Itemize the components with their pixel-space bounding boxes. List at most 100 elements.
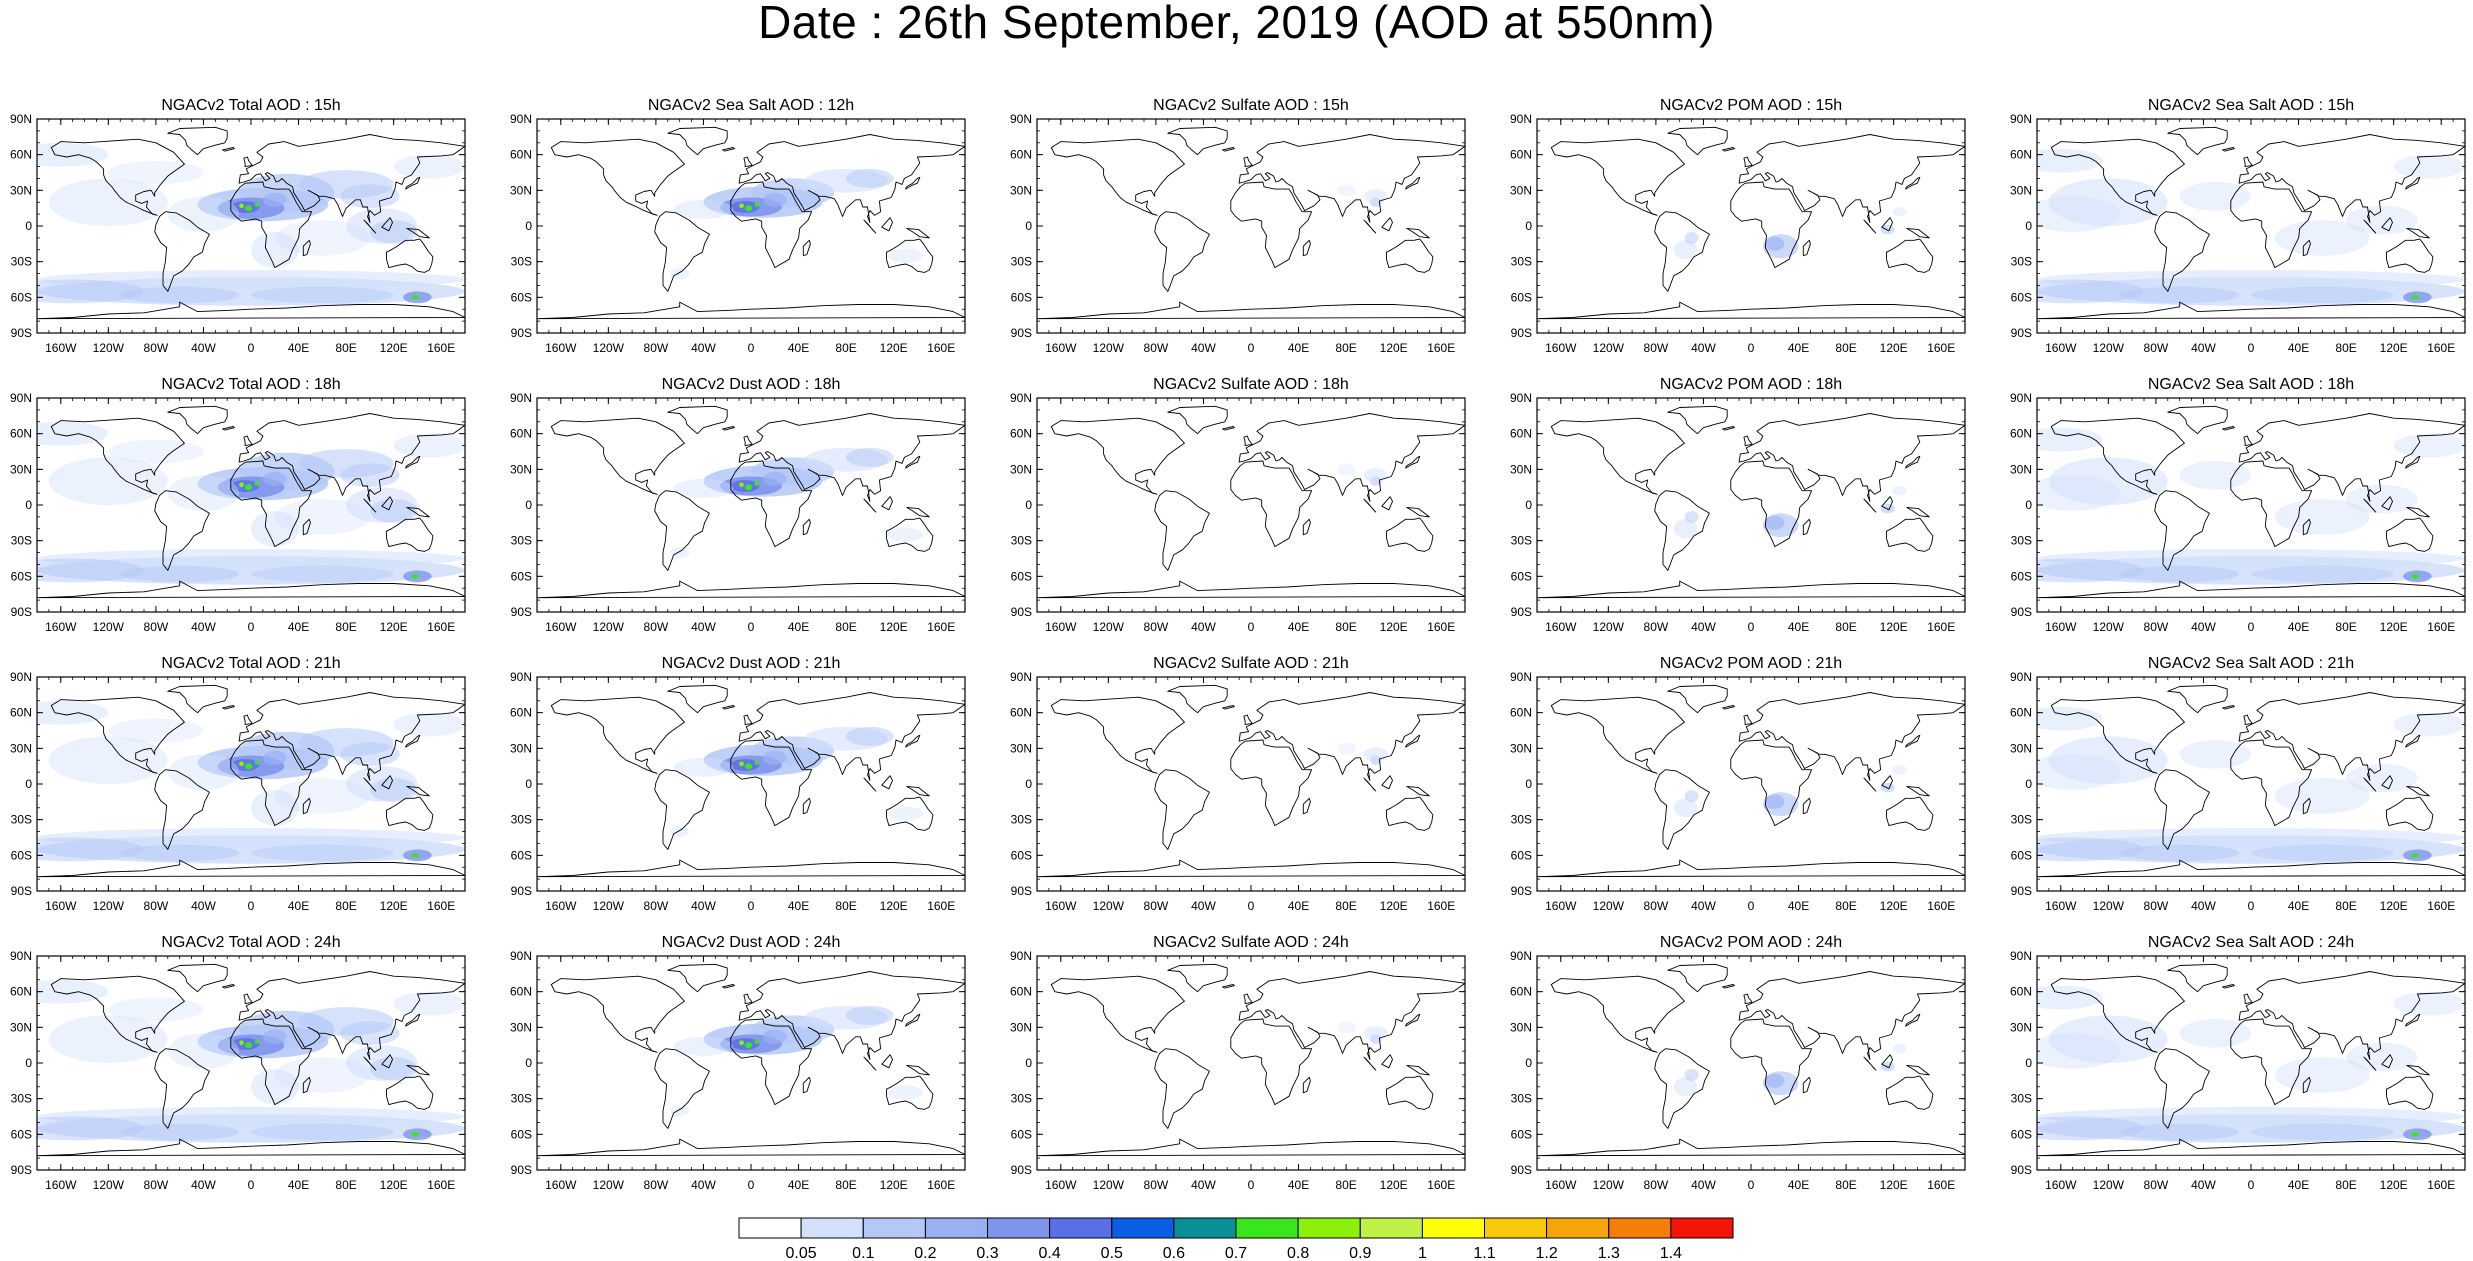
coastline <box>1667 684 1728 714</box>
aod-plume <box>245 205 253 212</box>
coastline <box>1906 506 1930 518</box>
lon-tick-label: 120E <box>380 899 408 913</box>
lon-tick-label: 160E <box>2427 1178 2455 1192</box>
lat-tick-label: 0 <box>525 219 532 233</box>
lon-tick-label: 120W <box>2093 620 2125 634</box>
coastline <box>1654 211 1710 292</box>
lat-tick-label: 0 <box>25 219 32 233</box>
lat-tick-label: 60S <box>11 290 32 304</box>
coastline <box>1863 777 1877 792</box>
lat-tick-label: 90S <box>1511 605 1532 619</box>
aod-plume <box>262 192 287 207</box>
lat-tick-label: 60S <box>11 1127 32 1141</box>
coastline <box>906 1064 930 1076</box>
aod-plume <box>2393 991 2465 1016</box>
lon-tick-label: 120W <box>2093 1178 2125 1192</box>
colorbar-swatch <box>1235 1217 1299 1239</box>
coastline <box>50 975 185 1053</box>
aod-plume <box>239 1040 244 1046</box>
lat-tick-label: 30N <box>10 741 32 755</box>
aod-plume <box>2048 457 2168 505</box>
lat-tick-label: 60S <box>1011 848 1032 862</box>
lon-tick-label: 40W <box>1191 899 1216 913</box>
coastline <box>730 460 813 548</box>
lat-tick-label: 60N <box>2010 985 2032 999</box>
aod-plume <box>48 736 168 784</box>
aod-plume <box>37 837 144 862</box>
coastline <box>243 714 253 726</box>
lon-tick-label: 80W <box>144 341 169 355</box>
coastline <box>722 426 735 431</box>
lon-tick-label: 40E <box>288 620 309 634</box>
aod-plume <box>670 1104 690 1117</box>
coastline <box>1238 413 1465 502</box>
lat-tick-label: 60N <box>2010 427 2032 441</box>
lat-tick-label: 30S <box>2011 255 2032 269</box>
lat-tick-label: 60S <box>2011 569 2032 583</box>
aod-plume <box>1880 224 1895 235</box>
coastline <box>406 1064 430 1076</box>
coastline <box>667 405 728 435</box>
lat-tick-label: 90N <box>10 949 32 963</box>
map-panel: NGACv2 Sea Salt AOD : 12h 160W 120W 80W 40W 0… <box>510 97 966 355</box>
lat-tick-label: 30N <box>1010 1020 1032 1034</box>
lon-tick-label: 80W <box>2144 620 2169 634</box>
lat-tick-label: 0 <box>25 1056 32 1070</box>
aod-plume <box>1363 1026 1388 1041</box>
lat-tick-label: 60N <box>1510 427 1532 441</box>
aod-plume <box>37 270 465 289</box>
aod-plume <box>1765 236 1785 251</box>
aod-plume <box>670 546 690 559</box>
aod-plume <box>254 481 260 486</box>
coastline <box>50 138 185 216</box>
lat-tick-label: 60S <box>511 848 532 862</box>
aod-plume <box>2274 220 2370 256</box>
coastline <box>1886 238 1934 273</box>
coastline <box>243 993 253 1005</box>
lon-tick-label: 160W <box>1545 341 1577 355</box>
coastline <box>1363 1056 1377 1071</box>
aod-plume <box>2411 294 2419 300</box>
panel-title: NGACv2 Sulfate AOD : 24h <box>1153 934 1349 951</box>
coastline <box>1405 176 1421 190</box>
aod-plume <box>1673 240 1698 260</box>
coastline <box>363 777 377 792</box>
coastline <box>667 126 728 156</box>
lat-tick-label: 0 <box>1025 498 1032 512</box>
coastline <box>2222 984 2235 989</box>
coastline <box>1537 301 1965 320</box>
coastline <box>2167 963 2228 993</box>
lon-tick-label: 40W <box>1191 620 1216 634</box>
lon-tick-label: 0 <box>2248 341 2255 355</box>
aod-plume <box>250 565 394 583</box>
coastline <box>1743 435 1753 447</box>
coastline <box>2363 1056 2377 1071</box>
aod-plume <box>2346 205 2418 235</box>
colorbar-swatch <box>1111 1217 1175 1239</box>
aod-plume <box>393 433 465 458</box>
aod-plume <box>37 1107 465 1126</box>
lat-tick-label: 90S <box>11 605 32 619</box>
lon-tick-label: 40E <box>2288 620 2309 634</box>
coastline <box>667 963 728 993</box>
coastline <box>1050 138 1185 216</box>
coastline <box>667 684 728 714</box>
coastline <box>1738 971 1965 1060</box>
lon-tick-label: 160W <box>545 1178 577 1192</box>
aod-plume <box>245 1042 253 1049</box>
aod-plume <box>673 757 734 777</box>
lat-tick-label: 0 <box>1525 498 1532 512</box>
coastline <box>2243 993 2253 1005</box>
lat-tick-label: 90S <box>1511 884 1532 898</box>
lat-tick-label: 0 <box>1025 219 1032 233</box>
coastline <box>1243 993 1253 1005</box>
aod-plume <box>846 168 894 188</box>
coastline <box>1802 1076 1811 1094</box>
aod-plume <box>37 549 465 568</box>
coastline <box>381 217 393 232</box>
aod-plume <box>37 700 109 725</box>
lon-tick-label: 80W <box>144 1178 169 1192</box>
lat-tick-label: 90S <box>2011 326 2032 340</box>
coastline <box>1863 1056 1877 1071</box>
